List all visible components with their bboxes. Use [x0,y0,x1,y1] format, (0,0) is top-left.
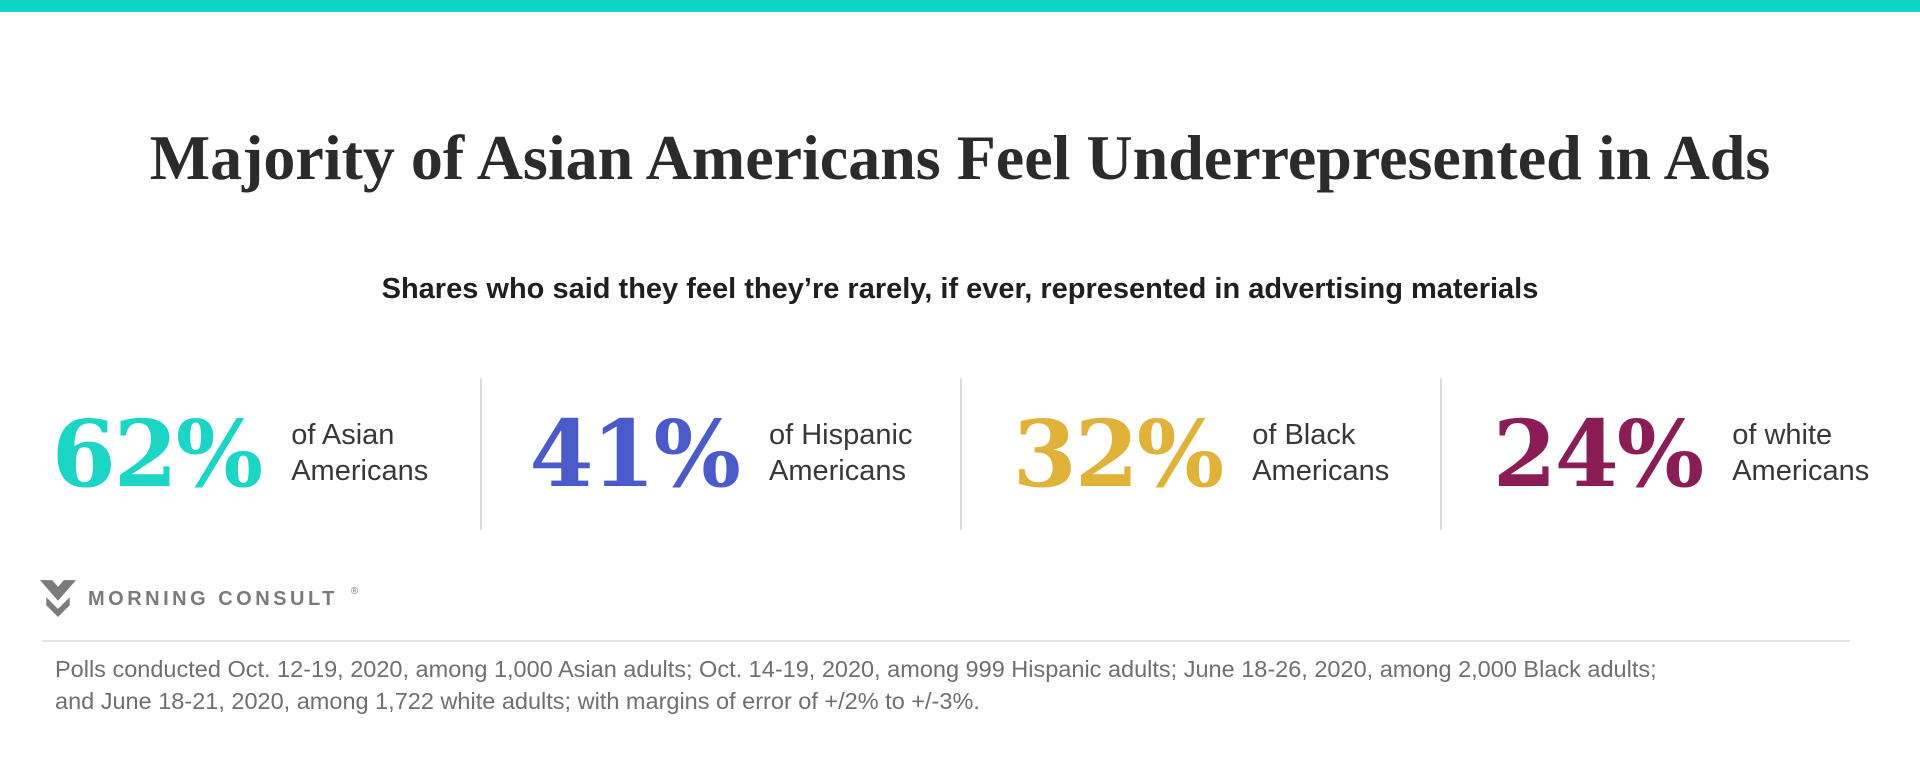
stat-label-line2: Americans [768,455,906,488]
stats-row: 62% of Asian Americans 41% of Hispanic Ame… [0,378,1920,531]
methodology-note-line2: and June 18-21, 2020, among 1,722 white … [55,688,980,715]
stat-label-line2: Americans [291,455,429,488]
stat-label-line2: Americans [1252,455,1390,488]
stat-value: 62% [51,399,263,508]
stat-asian-americans: 62% of Asian Americans [0,378,480,530]
stat-black-americans: 32% of Black Americans [960,378,1440,531]
methodology-note: Polls conducted Oct. 12-19, 2020, among … [55,654,1880,718]
stat-white-americans: 24% of white Americans [1440,378,1920,531]
stat-value: 32% [1012,399,1224,508]
stat-label-line1: of white [1732,419,1833,452]
stat-label-line1: of Hispanic [768,419,913,452]
stat-label-line2: Americans [1732,455,1870,488]
stat-label-line1: of Black [1252,419,1356,452]
stat-label: of Black Americans [1252,418,1389,490]
stat-hispanic-americans: 41% of Hispanic Americans [480,378,960,531]
accent-top-bar [0,0,1920,12]
page-subtitle: Shares who said they feel they’re rarely… [381,273,1539,306]
branding: MORNING CONSULT ® [40,580,1920,618]
registered-trademark-symbol: ® [350,585,359,597]
stat-value: 41% [529,399,741,508]
stat-label-line1: of Asian [291,419,395,452]
footer-divider [42,640,1850,643]
morning-consult-logo-icon [40,580,76,618]
stat-label: of Asian Americans [291,418,428,490]
stat-label: of Hispanic Americans [769,418,912,490]
methodology-note-line1: Polls conducted Oct. 12-19, 2020, among … [55,656,1657,683]
brand-wordmark: MORNING CONSULT [88,587,338,610]
stat-label: of white Americans [1732,418,1869,490]
page-title: Majority of Asian Americans Feel Underre… [149,122,1771,193]
stat-value: 24% [1492,399,1704,508]
